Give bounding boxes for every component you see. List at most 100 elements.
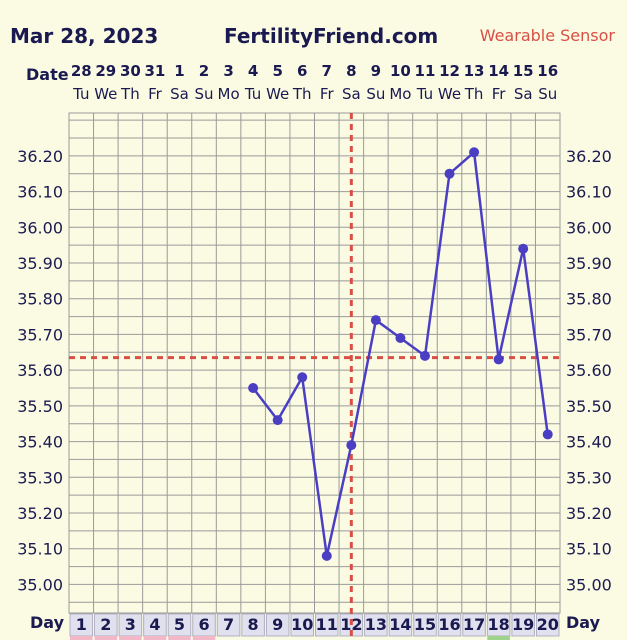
y-tick-label-right: 36.10	[566, 183, 612, 202]
date-number: 6	[297, 62, 307, 80]
temperature-point	[272, 415, 283, 426]
y-tick-label-left: 36.10	[17, 183, 63, 202]
cycle-day-number: 17	[463, 615, 485, 634]
cycle-day-cell	[315, 613, 339, 637]
y-tick-label-right: 35.70	[566, 325, 612, 344]
plot-border	[68, 112, 561, 614]
weekday-label: Su	[366, 85, 385, 103]
weekday-label: Fr	[492, 85, 507, 103]
date-row-label: Date	[26, 65, 69, 84]
y-tick-label-left: 35.00	[17, 575, 63, 594]
cycle-day-cell	[364, 613, 388, 637]
weekday-label: Tu	[416, 85, 433, 103]
period-marker	[94, 636, 118, 640]
chart-date: Mar 28, 2023	[10, 24, 159, 48]
cycle-day-number: 7	[223, 615, 234, 634]
temperature-point	[469, 147, 480, 158]
temperature-point	[518, 243, 529, 254]
period-marker	[192, 636, 216, 640]
weekday-label: Sa	[342, 85, 361, 103]
weekday-label: Tu	[244, 85, 261, 103]
cycle-day-number: 8	[248, 615, 259, 634]
y-tick-label-left: 35.40	[17, 433, 63, 452]
weekday-label: Fr	[148, 85, 163, 103]
cycle-day-number: 6	[198, 615, 209, 634]
date-number: 4	[248, 62, 258, 80]
cycle-day-cell	[241, 613, 265, 637]
date-number: 3	[223, 62, 233, 80]
cycle-day-number: 14	[389, 615, 411, 634]
temperature-point	[370, 315, 381, 326]
y-tick-label-right: 35.30	[566, 468, 612, 487]
y-tick-label-right: 35.40	[566, 433, 612, 452]
weekday-label: Th	[120, 85, 140, 103]
cycle-day-cell	[388, 613, 413, 637]
date-number: 30	[120, 62, 141, 80]
weekday-label: Su	[195, 85, 214, 103]
y-tick-label-right: 35.90	[566, 254, 612, 273]
y-tick-label-right: 35.50	[566, 397, 612, 416]
marker-strip	[487, 636, 510, 640]
period-marker	[70, 636, 93, 640]
weekday-label: We	[94, 85, 117, 103]
cycle-day-number: 4	[149, 615, 160, 634]
cycle-day-cell	[265, 613, 290, 637]
cycle-day-number: 20	[537, 615, 559, 634]
weekday-label: We	[438, 85, 461, 103]
temperature-point	[395, 333, 406, 343]
period-marker	[143, 636, 167, 640]
y-tick-label-left: 35.20	[17, 504, 63, 523]
y-tick-label-left: 35.60	[17, 361, 63, 380]
y-tick-label-left: 35.70	[17, 325, 63, 344]
cycle-day-number: 9	[272, 615, 283, 634]
y-tick-label-right: 35.10	[566, 540, 612, 559]
temperature-point	[346, 440, 357, 451]
y-tick-label-left: 35.50	[17, 397, 63, 416]
date-number: 16	[537, 62, 558, 80]
weekday-label: Th	[292, 85, 312, 103]
date-number: 15	[513, 62, 534, 80]
cycle-day-number: 15	[414, 615, 436, 634]
date-number: 29	[95, 62, 116, 80]
date-number: 2	[199, 62, 209, 80]
cycle-day-cell	[413, 613, 437, 637]
cycle-day-number: 19	[512, 615, 534, 634]
temperature-point	[297, 372, 308, 383]
cycle-day-number: 2	[100, 615, 111, 634]
cycle-day-cell	[535, 613, 560, 637]
date-number: 7	[322, 62, 332, 80]
date-number: 8	[346, 62, 356, 80]
date-number: 13	[464, 62, 485, 80]
cycle-day-cell	[511, 613, 535, 637]
weekday-label: Sa	[170, 85, 189, 103]
weekday-label: Sa	[514, 85, 533, 103]
cycle-day-number: 10	[291, 615, 313, 634]
y-tick-label-left: 35.80	[17, 290, 63, 309]
y-tick-label-right: 35.00	[566, 575, 612, 594]
site-name[interactable]: FertilityFriend.com	[224, 24, 439, 48]
cycle-day-cell	[437, 613, 462, 637]
date-number: 31	[144, 62, 165, 80]
y-tick-label-left: 35.30	[17, 468, 63, 487]
weekday-label: Th	[464, 85, 484, 103]
cycle-day-number: 5	[174, 615, 185, 634]
sensor-label: Wearable Sensor	[479, 26, 615, 45]
weekday-label: Mo	[218, 85, 240, 103]
temperature-point	[542, 429, 553, 440]
y-tick-label-right: 35.20	[566, 504, 612, 523]
date-number: 10	[390, 62, 411, 80]
y-tick-label-left: 35.90	[17, 254, 63, 273]
cycle-day-number: 3	[125, 615, 136, 634]
cycle-day-number: 16	[438, 615, 460, 634]
cycle-day-number: 1	[76, 615, 87, 634]
weekday-label: Tu	[72, 85, 89, 103]
date-number: 9	[371, 62, 381, 80]
cycle-day-cell	[462, 613, 486, 637]
period-marker	[168, 636, 191, 640]
period-marker	[119, 636, 142, 640]
cycle-day-cell	[290, 613, 315, 637]
temperature-point	[444, 168, 455, 179]
y-tick-label-right: 35.60	[566, 361, 612, 380]
date-number: 14	[488, 62, 509, 80]
